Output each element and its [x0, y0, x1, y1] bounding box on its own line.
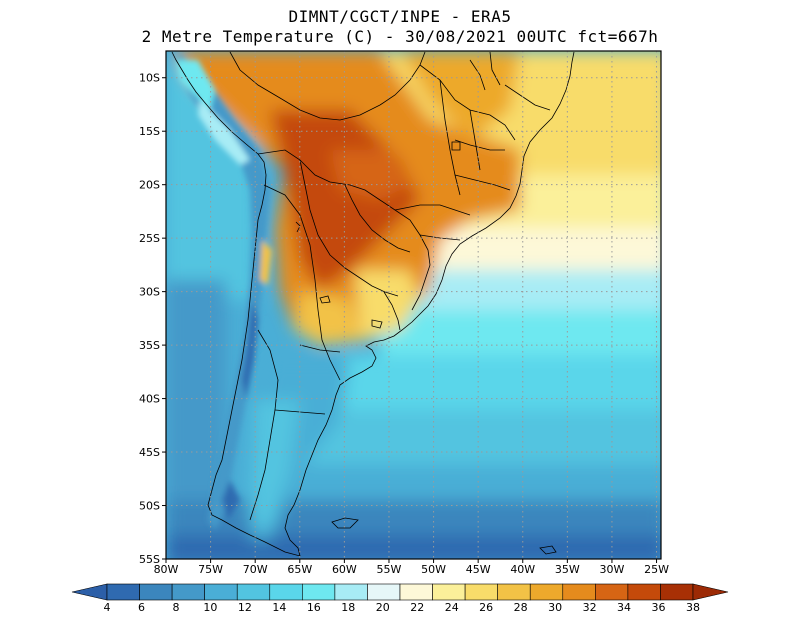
colorbar-swatch	[367, 583, 401, 601]
colorbar-tick-label: 16	[307, 601, 321, 614]
colorbar-tick-label: 28	[514, 601, 528, 614]
lat-tick-label: 55S	[139, 553, 160, 566]
lat-tick-label: 50S	[139, 500, 160, 513]
colorbar-tick-label: 24	[445, 601, 459, 614]
colorbar-swatch	[334, 583, 368, 601]
colorbar-tick-label: 6	[138, 601, 145, 614]
lat-tick-label: 10S	[139, 72, 160, 85]
colorbar-swatch	[562, 583, 596, 601]
colorbar-swatch	[497, 583, 531, 601]
colorbar-swatch	[627, 583, 661, 601]
lat-tick-label: 15S	[139, 125, 160, 138]
colorbar-tick-label: 20	[376, 601, 390, 614]
lon-tick-label: 25W	[644, 563, 669, 576]
colorbar-over-arrow	[692, 583, 729, 601]
colorbar-swatch	[139, 583, 173, 601]
coastlines-and-borders	[171, 51, 575, 557]
colorbar-swatch	[660, 583, 694, 601]
colorbar-swatch	[529, 583, 564, 601]
colorbar-tick-label: 36	[652, 601, 666, 614]
colorbar: 4 6 8 10 12 14 16 18 20 22 24 26 28 30 32 34 36 38	[71, 583, 729, 614]
colorbar-swatch	[464, 583, 498, 601]
lon-tick-label: 45W	[466, 563, 491, 576]
colorbar-tick-label: 10	[203, 601, 217, 614]
colorbar-tick-label: 8	[172, 601, 179, 614]
colorbar-tick-label: 14	[272, 601, 286, 614]
colorbar-tick-label: 34	[617, 601, 631, 614]
temperature-field	[166, 51, 661, 559]
colorbar-swatch	[302, 583, 336, 601]
colorbar-tick-label: 32	[583, 601, 597, 614]
colorbar-swatch	[236, 583, 271, 601]
map-title: DIMNT/CGCT/INPE - ERA5	[288, 7, 512, 26]
lat-tick-label: 35S	[139, 339, 160, 352]
colorbar-tick-label: 4	[104, 601, 111, 614]
colorbar-tick-label: 30	[548, 601, 562, 614]
lat-tick-label: 30S	[139, 286, 160, 299]
lon-tick-label: 30W	[600, 563, 625, 576]
lon-tick-label: 75W	[198, 563, 223, 576]
colorbar-swatch	[269, 583, 303, 601]
colorbar-tick-label: 18	[341, 601, 355, 614]
colorbar-swatch	[399, 583, 433, 601]
lon-tick-label: 70W	[243, 563, 268, 576]
colorbar-swatch	[432, 583, 466, 601]
colorbar-tick-label: 26	[479, 601, 493, 614]
lon-tick-label: 80W	[154, 563, 179, 576]
lat-tick-label: 40S	[139, 393, 160, 406]
lon-tick-label: 55W	[377, 563, 402, 576]
map-subtitle: 2 Metre Temperature (C) - 30/08/2021 00U…	[141, 27, 659, 46]
lat-tick-label: 45S	[139, 446, 160, 459]
colorbar-tick-label: 12	[238, 601, 252, 614]
colorbar-swatch	[204, 583, 238, 601]
colorbar-swatch	[106, 583, 140, 601]
colorbar-swatch	[171, 583, 205, 601]
lon-tick-label: 60W	[332, 563, 357, 576]
colorbar-tick-label: 22	[410, 601, 424, 614]
lon-tick-label: 40W	[510, 563, 535, 576]
lon-tick-label: 50W	[421, 563, 446, 576]
colorbar-tick-label: 38	[686, 601, 700, 614]
map-frame	[165, 50, 662, 560]
lon-tick-label: 65W	[287, 563, 312, 576]
lat-tick-label: 25S	[139, 232, 160, 245]
colorbar-under-arrow	[71, 583, 108, 601]
lat-tick-label: 20S	[139, 179, 160, 192]
colorbar-swatch	[595, 583, 629, 601]
lon-tick-label: 35W	[555, 563, 580, 576]
